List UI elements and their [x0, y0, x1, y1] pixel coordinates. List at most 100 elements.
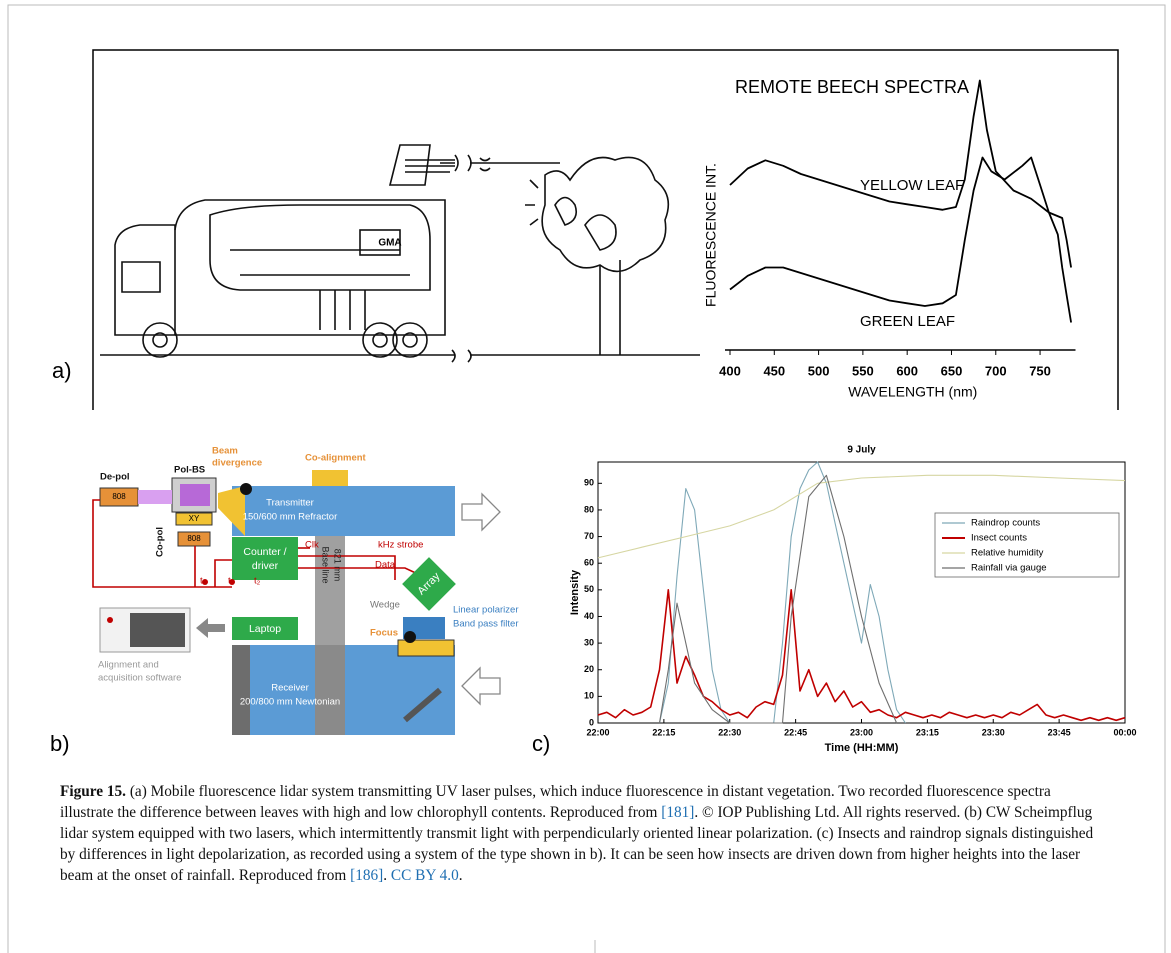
x-tick-label: 500	[808, 363, 830, 378]
panel-label: b)	[50, 731, 70, 756]
label: kHz strobe	[378, 540, 423, 551]
x-tick-label: 750	[1029, 363, 1051, 378]
label: Counter /	[243, 546, 286, 558]
label: Beam	[212, 446, 238, 457]
x-axis-label: WAVELENGTH (nm)	[848, 384, 977, 400]
y-tick-label: 70	[584, 531, 594, 541]
beam-cone	[218, 486, 245, 536]
node	[229, 579, 235, 585]
screen-dot	[107, 617, 113, 623]
label: Base line	[321, 546, 331, 583]
label: Laptop	[249, 623, 281, 635]
frame	[7, 4, 1166, 953]
x-tick-label: 23:00	[850, 727, 873, 737]
x-tick-label: 650	[941, 363, 963, 378]
data-line	[729, 156, 1072, 323]
y-tick-label: 20	[584, 664, 594, 674]
truck-illustration	[100, 144, 700, 363]
chart-title: 9 July	[847, 445, 876, 456]
screen-plot	[130, 613, 185, 647]
data-line	[597, 589, 1126, 722]
caption-text: .	[383, 867, 391, 884]
receiver-wall	[232, 645, 250, 735]
legend-label: Relative humidity	[971, 548, 1044, 559]
label: De-pol	[100, 472, 130, 483]
x-axis-label: Time (HH:MM)	[825, 742, 899, 754]
y-axis-label: Intensity	[569, 569, 581, 615]
reference-link[interactable]: [181]	[661, 804, 695, 821]
pol-bs-core	[180, 484, 210, 506]
x-tick-label: 23:15	[916, 727, 939, 737]
focus-mount	[397, 639, 455, 657]
label: Focus	[370, 628, 398, 639]
diagram-labels: Beam divergence Co-alignment De-pol Pol-…	[98, 446, 518, 708]
caption-text: (a) Mobile fluorescence lidar system tra…	[60, 783, 1051, 821]
base-line-tube	[315, 645, 345, 735]
x-tick-label: 700	[985, 363, 1007, 378]
y-tick-label: 30	[584, 637, 594, 647]
co-alignment-mount	[312, 470, 348, 486]
arrow	[196, 618, 225, 638]
label: 808	[187, 534, 201, 543]
label: acquisition software	[98, 673, 181, 684]
x-tick-label: 00:00	[1113, 727, 1136, 737]
divergence-knob	[240, 483, 252, 495]
data-line	[729, 79, 1072, 268]
label: Co-alignment	[305, 453, 367, 464]
arrow	[317, 600, 343, 622]
label: t₂	[254, 576, 261, 587]
chart-title: REMOTE BEECH SPECTRA	[735, 77, 969, 97]
panel-a-border	[92, 49, 1119, 410]
x-tick-label: 22:30	[718, 727, 741, 737]
lidar-diagram	[92, 470, 501, 735]
x-tick-label: 23:45	[1048, 727, 1071, 737]
x-tick-label: 22:00	[586, 727, 609, 737]
data-line	[597, 474, 1126, 559]
x-tick-label: 600	[896, 363, 918, 378]
arrow	[461, 666, 501, 706]
label: Receiver	[271, 683, 309, 694]
label: Alignment and	[98, 660, 159, 671]
legend-label: Raindrop counts	[971, 518, 1040, 529]
x-tick-label: 22:15	[652, 727, 675, 737]
label: divergence	[212, 458, 262, 469]
label: t₁	[228, 576, 234, 587]
curve-label: GREEN LEAF	[860, 313, 955, 330]
legend-label: Insect counts	[971, 533, 1027, 544]
label: Clk	[305, 540, 319, 551]
label: 808	[112, 492, 126, 501]
beam	[138, 490, 172, 504]
label: driver	[252, 560, 279, 572]
caption-text: . © IOP Publishing Ltd. All rights reser…	[60, 804, 1094, 884]
license-link[interactable]: CC BY 4.0	[390, 867, 459, 884]
caption-text: .	[458, 867, 463, 884]
y-axis-label: FLUORESCENCE INT.	[703, 163, 719, 307]
data-line	[658, 474, 898, 724]
xy-stage	[175, 512, 213, 526]
panel-label: a)	[52, 358, 72, 383]
figure-caption: Figure 15. (a) Mobile fluorescence lidar…	[60, 781, 1100, 886]
legend-box	[934, 512, 1120, 578]
label: Data	[375, 560, 396, 571]
x-tick-label: 400	[719, 363, 741, 378]
focus-knob	[404, 631, 416, 643]
caption-label: Figure 15.	[60, 783, 126, 800]
laser	[177, 531, 211, 547]
label: 150/600 mm Refractor	[243, 512, 338, 523]
x-tick-label: 23:30	[982, 727, 1005, 737]
panel-label: c)	[532, 731, 550, 756]
data-line	[658, 461, 906, 724]
y-tick-label: 0	[589, 717, 594, 727]
label: Transmitter	[266, 498, 314, 509]
curve-label: YELLOW LEAF	[860, 177, 964, 194]
label: 821 mm	[333, 549, 343, 582]
reference-link[interactable]: [186]	[350, 867, 384, 884]
y-tick-label: 50	[584, 584, 594, 594]
transmitter	[232, 486, 455, 536]
y-tick-label: 90	[584, 478, 594, 488]
x-tick-label: 450	[763, 363, 785, 378]
label: 200/800 mm Newtonian	[240, 697, 340, 708]
x-tick-label: 550	[852, 363, 874, 378]
